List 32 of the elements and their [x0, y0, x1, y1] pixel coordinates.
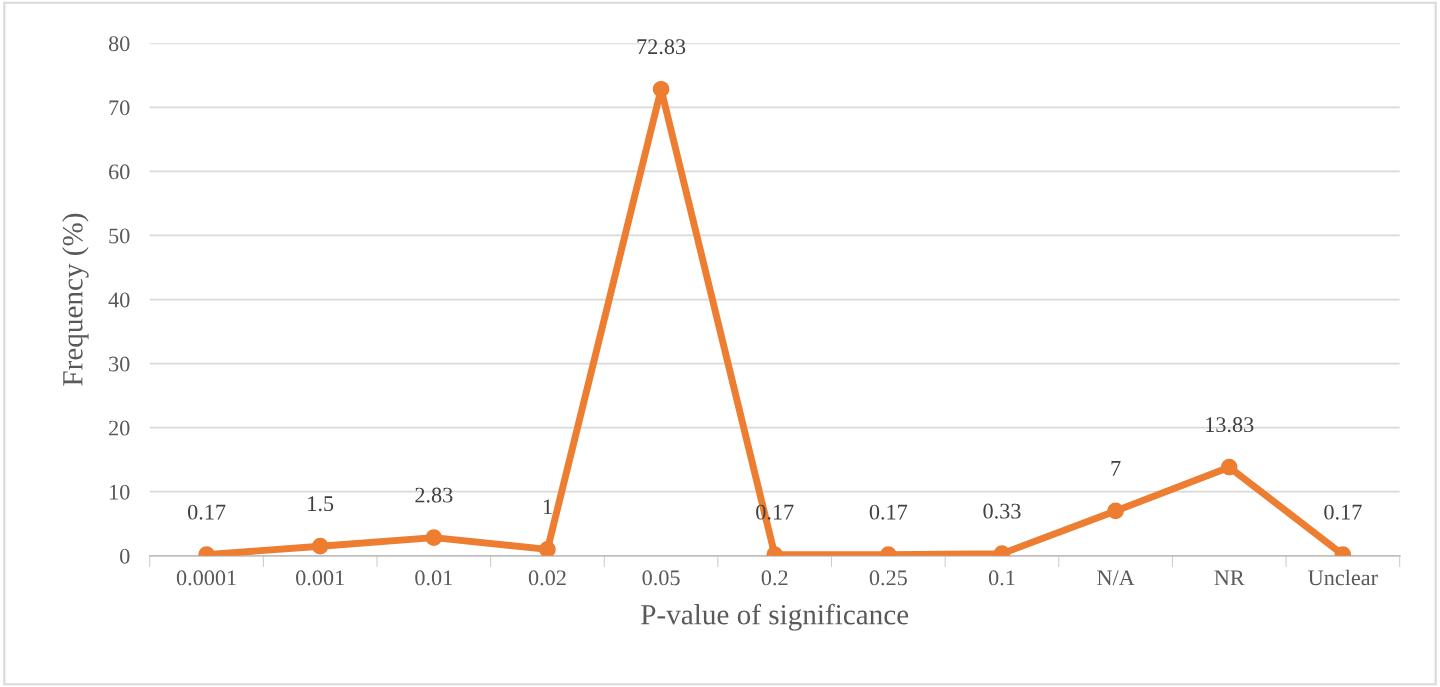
data-label: 0.17: [187, 504, 226, 520]
x-tick-label: 0.001: [296, 570, 344, 586]
y-tick-label: 80: [108, 36, 130, 52]
x-tick-label: 0.01: [415, 570, 452, 586]
x-tick-label: 0.0001: [176, 570, 236, 586]
data-label: 7: [1111, 461, 1121, 476]
y-tick-label: 10: [110, 484, 130, 500]
y-tick-label: 30: [109, 356, 130, 372]
data-label: 0.33: [983, 503, 1021, 519]
y-tick-label: 40: [108, 292, 130, 308]
x-tick-label: 0.1: [988, 570, 1015, 586]
data-label: 0.17: [1324, 504, 1362, 520]
x-tick-label: 0.25: [869, 570, 907, 586]
data-label: 13.83: [1206, 417, 1254, 433]
x-tick-label: 0.05: [642, 570, 680, 586]
x-tick-label: N/A: [1097, 570, 1135, 586]
x-axis-title: P-value of significance: [641, 603, 909, 631]
x-tick-label: NR: [1214, 570, 1245, 586]
data-label: 72.83: [637, 39, 686, 55]
x-tick-label: 0.02: [528, 570, 566, 586]
x-tick-label: Unclear: [1308, 569, 1378, 586]
y-axis-title: Frequency (%): [62, 213, 89, 386]
data-label: 2.83: [415, 487, 453, 503]
y-tick-label: 50: [109, 228, 130, 244]
y-tick-label: 20: [109, 420, 130, 436]
data-label: 0.17: [869, 504, 908, 520]
y-tick-label: 70: [109, 100, 130, 116]
y-tick-label: 0: [120, 548, 130, 564]
data-label: 1: [543, 499, 552, 515]
data-label: 1.5: [308, 496, 334, 512]
y-tick-label: 60: [109, 164, 130, 180]
x-tick-label: 0.2: [761, 570, 788, 586]
